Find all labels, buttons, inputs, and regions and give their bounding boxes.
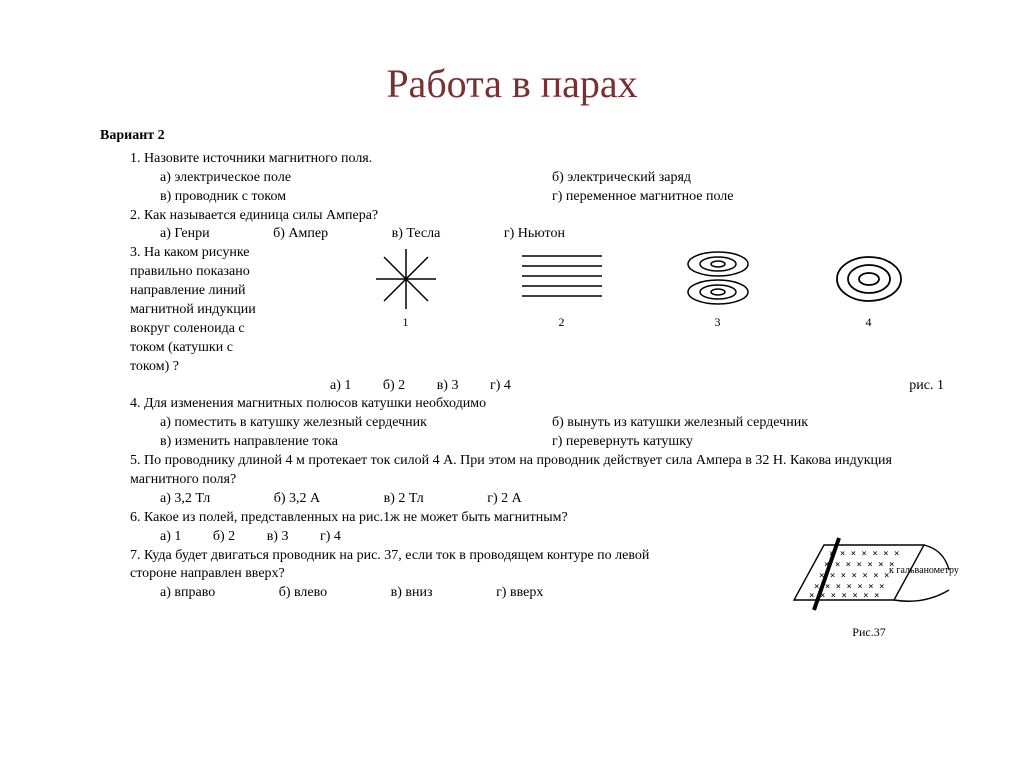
variant-label: Вариант 2 <box>100 127 944 146</box>
concentric-icon <box>829 244 909 314</box>
q7-opt-g: г) вверх <box>496 584 543 603</box>
svg-text:× × × × × × ×: × × × × × × × <box>824 560 894 570</box>
q3-sub3: 3 <box>678 314 758 330</box>
q7-opt-v: в) вниз <box>391 584 433 603</box>
q3: 3. На каком рисунке правильно показано н… <box>130 244 944 376</box>
q5-opt-v: в) 2 Тл <box>384 490 424 509</box>
q3-l6: током (катушки с <box>130 340 233 355</box>
q4-options-1: а) поместить в катушку железный сердечни… <box>160 414 944 433</box>
q3-l3: направление линий <box>130 283 246 298</box>
q3-fig-2: 2 <box>517 244 607 330</box>
q7-opt-a: а) вправо <box>160 584 215 603</box>
fig37-diagram: × × × × × × × × × × × × × × × × × × × × … <box>774 530 964 625</box>
slide: Работа в парах Вариант 2 1. Назовите ист… <box>0 0 1024 768</box>
q3-figures: 1 2 <box>330 244 944 330</box>
q1-opt-v: в) проводник с током <box>160 188 552 207</box>
q4-opt-v: в) изменить направление тока <box>160 433 552 452</box>
svg-text:× × × × × × ×: × × × × × × × <box>829 549 899 559</box>
parallel-lines-icon <box>517 244 607 314</box>
q2-opt-a: а) Генри <box>160 225 210 244</box>
q5-opt-a: а) 3,2 Тл <box>160 490 210 509</box>
fig37-side-label: к гальванометру <box>889 565 969 576</box>
q3-l5: вокруг соленоида с <box>130 321 245 336</box>
q4-options-2: в) изменить направление тока г) переверн… <box>160 433 944 452</box>
q3-l2: правильно показано <box>130 264 250 279</box>
q4-opt-a: а) поместить в катушку железный сердечни… <box>160 414 552 433</box>
q6: 6. Какое из полей, представленных на рис… <box>130 509 670 528</box>
q1-opt-a: а) электрическое поле <box>160 169 552 188</box>
q2-opt-b: б) Ампер <box>273 225 328 244</box>
q1-options: а) электрическое поле б) электрический з… <box>160 169 944 188</box>
q3-opt-a: а) 1 <box>330 377 351 396</box>
q3-text: 3. На каком рисунке правильно показано н… <box>130 244 330 376</box>
q7-num: 7. <box>130 548 141 563</box>
q7: 7. Куда будет двигаться проводник на рис… <box>130 547 670 585</box>
svg-text:× × × × × × ×: × × × × × × × <box>819 571 889 581</box>
q2: 2. Как называется единица силы Ампера? <box>130 207 944 226</box>
q3-l1: На каком рисунке <box>144 245 250 260</box>
q6-opt-a: а) 1 <box>160 528 181 547</box>
q3-fig-label: рис. 1 <box>874 377 944 396</box>
q2-options: а) Генри б) Ампер в) Тесла г) Ньютон <box>160 225 944 244</box>
q3-l4: магнитной индукции <box>130 302 256 317</box>
q5-options: а) 3,2 Тл б) 3,2 А в) 2 Тл г) 2 А <box>160 490 944 509</box>
q2-opt-v: в) Тесла <box>392 225 441 244</box>
q1: 1. Назовите источники магнитного поля. <box>130 150 944 169</box>
q3-fig-3: 3 <box>678 244 758 330</box>
q6-opt-b: б) 2 <box>213 528 235 547</box>
q6-text: Какое из полей, представленных на рис.1ж… <box>144 510 568 525</box>
q6-num: 6. <box>130 510 141 525</box>
q4-text: Для изменения магнитных полюсов катушки … <box>144 396 486 411</box>
q3-sub1: 1 <box>366 314 446 330</box>
q2-opt-g: г) Ньютон <box>504 225 565 244</box>
q1-text: Назовите источники магнитного поля. <box>144 151 372 166</box>
q2-num: 2. <box>130 208 141 223</box>
q3-num: 3. <box>130 245 141 260</box>
q4-opt-b: б) вынуть из катушки железный сердечник <box>552 414 944 433</box>
slide-title: Работа в парах <box>60 60 964 107</box>
q5-opt-g: г) 2 А <box>487 490 522 509</box>
q6-opt-g: г) 4 <box>320 528 341 547</box>
q3-fig-4: 4 <box>829 244 909 330</box>
q6-opt-v: в) 3 <box>267 528 289 547</box>
q3-opt-v: в) 3 <box>437 377 459 396</box>
q3-sub4: 4 <box>829 314 909 330</box>
fig37: × × × × × × × × × × × × × × × × × × × × … <box>774 530 964 640</box>
fig37-caption: Рис.37 <box>774 625 964 640</box>
q1-num: 1. <box>130 151 141 166</box>
q3-opts-row: а) 1 б) 2 в) 3 г) 4 рис. 1 <box>160 377 944 396</box>
q3-l7: током) ? <box>130 359 179 374</box>
q7-text: Куда будет двигаться проводник на рис. 3… <box>130 548 649 582</box>
q3-options: а) 1 б) 2 в) 3 г) 4 <box>330 377 874 396</box>
q1-options-2: в) проводник с током г) переменное магни… <box>160 188 944 207</box>
q7-opt-b: б) влево <box>279 584 327 603</box>
q1-opt-b: б) электрический заряд <box>552 169 944 188</box>
q3-fig-1: 1 <box>366 244 446 330</box>
q3-opt-b: б) 2 <box>383 377 405 396</box>
q5-text: По проводнику длиной 4 м протекает ток с… <box>130 453 892 487</box>
asterisk-icon <box>366 244 446 314</box>
q5: 5. По проводнику длиной 4 м протекает то… <box>130 452 944 490</box>
q3-sub2: 2 <box>517 314 607 330</box>
q4: 4. Для изменения магнитных полюсов катуш… <box>130 395 944 414</box>
q4-num: 4. <box>130 396 141 411</box>
q2-text: Как называется единица силы Ампера? <box>144 208 378 223</box>
q3-opt-g: г) 4 <box>490 377 511 396</box>
q1-opt-g: г) переменное магнитное поле <box>552 188 944 207</box>
double-coil-icon <box>678 244 758 314</box>
svg-text:× × × × × × ×: × × × × × × × <box>809 591 879 601</box>
q5-num: 5. <box>130 453 141 468</box>
q5-opt-b: б) 3,2 А <box>274 490 320 509</box>
q4-opt-g: г) перевернуть катушку <box>552 433 944 452</box>
